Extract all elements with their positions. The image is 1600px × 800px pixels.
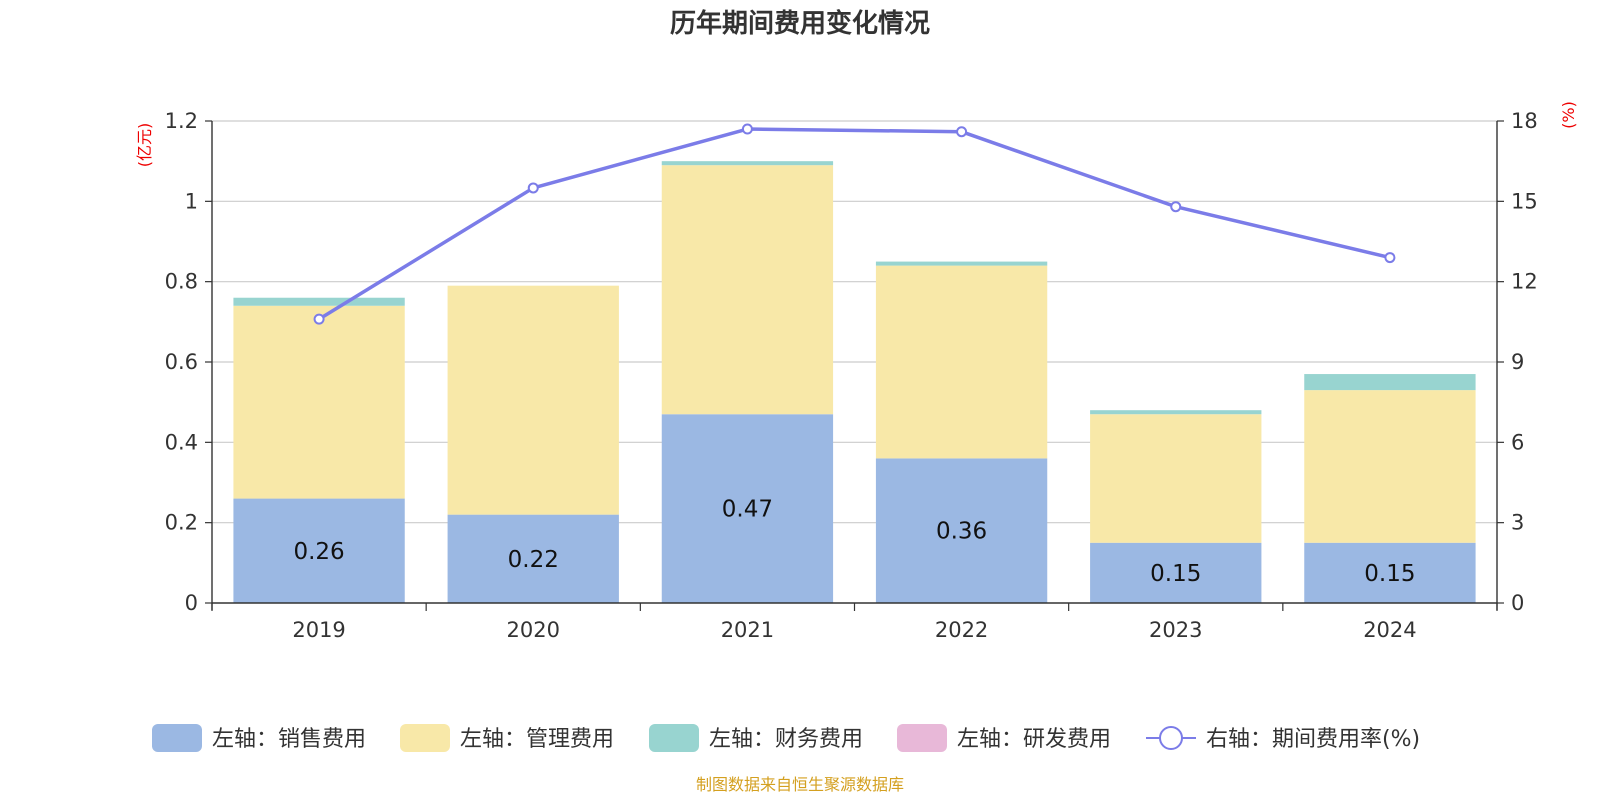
right-tick-label: 15 (1511, 189, 1538, 213)
right-tick-label: 18 (1511, 109, 1538, 133)
legend-item-admin[interactable]: 左轴：管理费用 (400, 724, 614, 752)
bar-sales-2023 (1090, 542, 1262, 603)
right-tick-label: 3 (1511, 511, 1524, 535)
rate-line (313, 123, 1396, 325)
legend-item-sales[interactable]: 左轴：销售费用 (152, 724, 366, 752)
legend-swatch-sales (152, 724, 202, 752)
bar-finance-2023 (1090, 410, 1262, 415)
rate-point-2022 (956, 126, 968, 138)
right-tick-label: 6 (1511, 430, 1524, 454)
bar-admin-2024 (1304, 390, 1476, 543)
data-label-sales-2023: 0.15 (1150, 561, 1201, 587)
data-label-sales-2021: 0.47 (722, 497, 773, 523)
legend: 左轴：销售费用 左轴：管理费用 左轴：财务费用 左轴：研发费用 右轴：期间费用率(%) (152, 724, 1420, 752)
right-axis-unit: (%) (1559, 101, 1578, 129)
left-tick-label: 0.6 (165, 350, 198, 374)
bar-admin-2022 (875, 265, 1048, 459)
legend-swatch-marker (1159, 726, 1183, 750)
bar-sales-2019 (233, 498, 405, 603)
grid-lines (212, 120, 1497, 524)
bar-admin-2019 (233, 305, 405, 499)
left-tick-label: 1.2 (165, 109, 198, 133)
legend-swatch-admin (400, 724, 450, 752)
data-labels: 0.26 0.22 0.47 0.36 0.15 0.15 (293, 497, 1415, 587)
left-axis-unit: (亿元) (135, 123, 154, 168)
legend-label-rate: 右轴：期间费用率(%) (1206, 727, 1420, 752)
bar-sales-2021 (661, 414, 834, 603)
right-tick-label: 9 (1511, 350, 1524, 374)
left-tick-label: 0.2 (165, 511, 198, 535)
rate-line-path (318, 127, 1391, 321)
left-tick-label: 0 (185, 591, 198, 615)
data-label-sales-2020: 0.22 (508, 547, 559, 573)
legend-label-rnd: 左轴：研发费用 (957, 727, 1111, 752)
axes: 0 0 0.2 3 0.4 6 0.6 9 0.8 12 1 15 1.2 18 2019 2020 2021 2… (165, 109, 1538, 642)
left-tick-label: 0.8 (165, 270, 198, 294)
legend-swatch-rnd (897, 724, 947, 752)
x-tick-label: 2021 (721, 618, 774, 642)
bar-finance-2022 (875, 261, 1048, 266)
x-tick-label: 2022 (935, 618, 988, 642)
legend-label-sales: 左轴：销售费用 (212, 727, 366, 752)
bar-sales-2024 (1304, 542, 1476, 603)
legend-item-rate[interactable]: 右轴：期间费用率(%) (1146, 726, 1420, 752)
bar-sales-2020 (447, 514, 619, 603)
data-label-sales-2022: 0.36 (936, 519, 987, 545)
left-tick-label: 1 (185, 189, 198, 213)
right-tick-label: 0 (1511, 591, 1524, 615)
bars (233, 161, 1476, 603)
legend-item-rnd[interactable]: 左轴：研发费用 (897, 724, 1111, 752)
legend-label-admin: 左轴：管理费用 (460, 727, 614, 752)
x-tick-label: 2024 (1363, 618, 1416, 642)
right-tick-label: 12 (1511, 270, 1538, 294)
bar-admin-2023 (1090, 414, 1262, 543)
data-label-sales-2019: 0.26 (293, 539, 344, 565)
bar-finance-2019 (233, 297, 405, 306)
data-source-note: 制图数据来自恒生聚源数据库 (696, 775, 904, 794)
rate-point-2019 (313, 313, 325, 325)
bar-finance-2021 (661, 161, 834, 166)
legend-swatch-finance (649, 724, 699, 752)
legend-label-finance: 左轴：财务费用 (709, 727, 863, 752)
chart-title: 历年期间费用变化情况 (670, 8, 930, 39)
left-tick-label: 0.4 (165, 430, 198, 454)
rate-point-2024 (1384, 252, 1396, 264)
bar-finance-2024 (1304, 374, 1476, 391)
bar-admin-2021 (661, 165, 834, 415)
data-label-sales-2024: 0.15 (1364, 561, 1415, 587)
x-tick-label: 2019 (292, 618, 345, 642)
rate-point-2020 (527, 182, 539, 194)
legend-item-finance[interactable]: 左轴：财务费用 (649, 724, 863, 752)
x-tick-label: 2023 (1149, 618, 1202, 642)
bar-admin-2020 (447, 285, 619, 515)
bar-sales-2022 (875, 458, 1048, 603)
x-tick-label: 2020 (507, 618, 560, 642)
rate-point-2021 (741, 123, 753, 135)
rate-point-2023 (1170, 201, 1182, 213)
